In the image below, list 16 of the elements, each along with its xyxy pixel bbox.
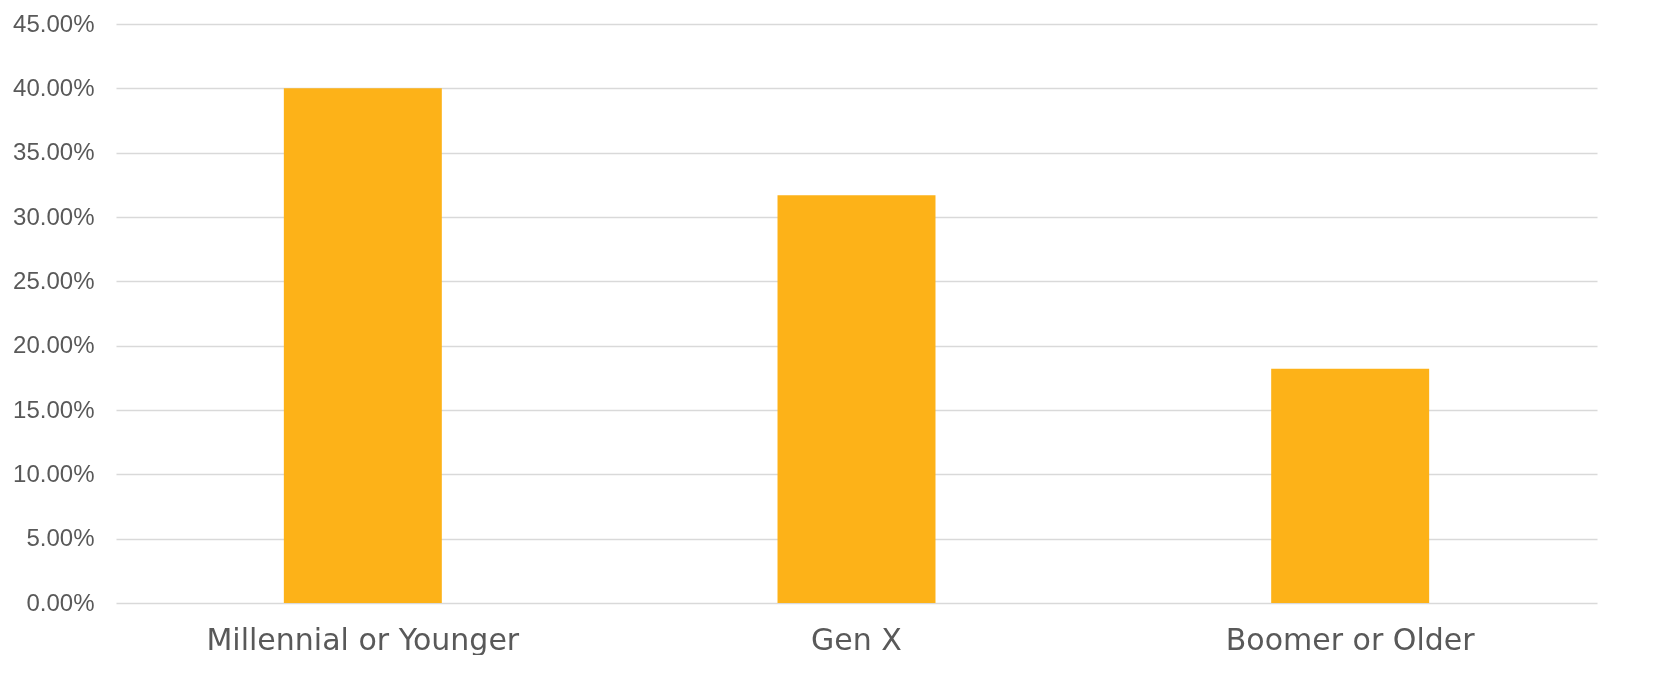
y-tick-label: 5.00% (26, 524, 95, 552)
bar (1271, 368, 1430, 603)
y-tick-label: 0.00% (26, 588, 95, 616)
y-tick-label: 25.00% (13, 266, 95, 294)
y-tick-label: 15.00% (13, 395, 95, 423)
x-tick-label: Boomer or Older (1225, 621, 1476, 657)
bar (283, 88, 442, 603)
y-tick-label: 45.00% (13, 9, 95, 37)
y-tick-label: 35.00% (13, 138, 95, 166)
x-tick-label: Millennial or Younger (206, 621, 520, 657)
y-tick-label: 30.00% (13, 202, 95, 230)
y-tick-label: 40.00% (13, 73, 95, 101)
bar (777, 195, 936, 603)
x-tick-label: Gen X (811, 621, 902, 657)
y-tick-label: 10.00% (13, 459, 95, 487)
y-tick-label: 20.00% (13, 331, 95, 359)
